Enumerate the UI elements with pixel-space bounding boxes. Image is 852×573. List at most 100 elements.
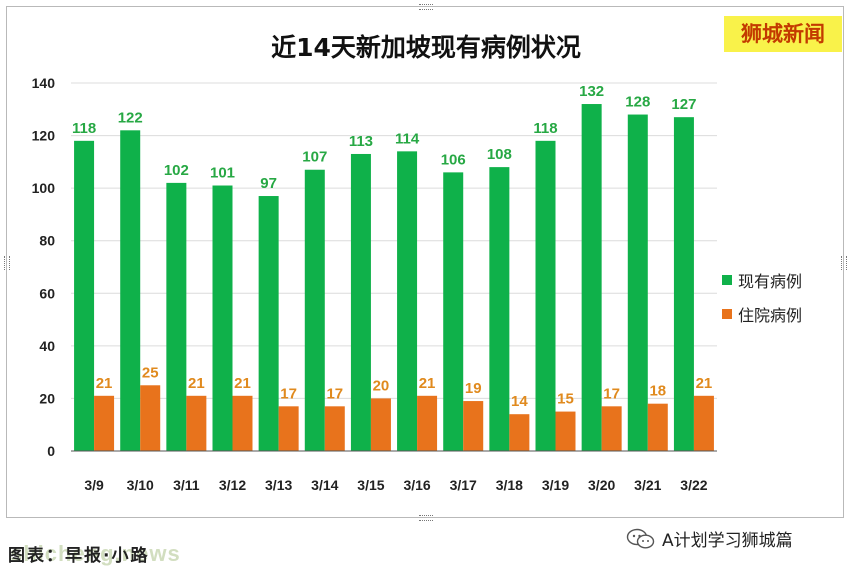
legend-swatch [722,309,732,319]
bar-existing[interactable] [489,167,510,451]
legend-item-hospital[interactable]: 住院病例 [722,297,802,331]
data-label-existing: 107 [302,149,327,166]
bars [74,104,714,452]
data-label-existing: 101 [210,165,235,182]
bar-existing[interactable] [74,140,95,452]
data-label-hospital: 21 [188,375,205,392]
bar-existing[interactable] [120,130,141,452]
data-label-existing: 114 [395,130,420,147]
y-tick-label: 100 [32,180,56,196]
y-tick-label: 80 [39,233,55,249]
resize-handle-bottom[interactable] [419,515,433,521]
account-tag: A计划学习狮城篇 [626,526,793,551]
data-label-existing: 102 [164,162,189,179]
bar-hospital[interactable] [278,406,299,451]
data-label-hospital: 21 [696,375,713,392]
data-label-hospital: 20 [373,377,390,394]
bar-hospital[interactable] [509,414,530,451]
bar-hospital[interactable] [370,398,391,451]
x-tick-label: 3/19 [542,477,569,493]
bar-hospital[interactable] [417,395,438,451]
legend: 现有病例 住院病例 [722,263,802,331]
x-tick-label: 3/17 [450,477,477,493]
bar-existing[interactable] [350,153,371,451]
x-tick-label: 3/9 [84,477,104,493]
bar-existing[interactable] [304,169,325,451]
data-label-existing: 106 [441,151,466,168]
y-axis-ticks: 0 20 40 60 80 100 120 140 [32,75,56,459]
x-tick-label: 3/21 [634,477,661,493]
data-label-hospital: 15 [557,391,574,408]
legend-item-existing[interactable]: 现有病例 [722,263,802,297]
data-label-hospital: 19 [465,380,482,397]
data-label-existing: 127 [671,96,696,113]
x-tick-label: 3/18 [496,477,523,493]
data-label-existing: 122 [118,109,143,126]
bar-hospital[interactable] [324,406,345,451]
bar-existing[interactable] [166,182,187,451]
y-tick-label: 140 [32,75,56,91]
bar-existing[interactable] [258,196,279,451]
data-label-hospital: 17 [326,385,343,402]
data-label-existing: 118 [72,120,96,137]
data-label-existing: 108 [487,146,512,163]
bar-hospital[interactable] [463,401,484,451]
bar-hospital[interactable] [232,395,253,451]
chart-title: 近14天新加坡现有病例状况 [271,33,581,62]
x-tick-label: 3/16 [403,477,430,493]
y-tick-label: 0 [47,443,55,459]
data-label-existing: 132 [579,83,604,100]
y-tick-label: 40 [39,338,55,354]
source-note: 图表：早报·小路 [8,546,150,566]
brand-logo: 狮城新闻 [724,16,842,52]
bar-hospital[interactable] [140,385,161,451]
x-tick-label: 3/15 [357,477,384,493]
data-label-existing: 128 [625,94,650,111]
watermark: shicheng.news [10,541,181,566]
x-tick-label: 3/13 [265,477,292,493]
y-tick-label: 120 [32,128,56,144]
y-tick-label: 60 [39,285,55,301]
legend-label: 现有病例 [738,272,803,291]
bar-existing[interactable] [212,185,233,451]
bar-hospital[interactable] [647,403,668,451]
data-labels: 118 21 122 25 102 21 101 21 97 17 107 17 113 20 114 21 1… [72,83,712,410]
account-label: A计划学习狮城篇 [662,531,793,551]
data-label-hospital: 21 [419,375,436,392]
data-label-existing: 118 [533,120,557,137]
wechat-icon [626,528,655,549]
bar-existing[interactable] [581,104,602,452]
data-label-hospital: 17 [280,385,297,402]
x-tick-label: 3/11 [173,477,200,493]
legend-swatch [722,275,732,285]
bar-hospital[interactable] [601,406,622,451]
resize-handle-right[interactable] [841,256,847,270]
data-label-hospital: 18 [649,383,666,400]
x-axis-ticks: 3/9 3/10 3/11 3/12 3/13 3/14 3/15 3/16 3/17 3/18 3… [84,477,707,493]
bar-existing[interactable] [397,151,418,452]
bar-hospital[interactable] [186,395,207,451]
x-tick-label: 3/22 [680,477,707,493]
data-label-existing: 97 [260,175,277,192]
data-label-existing: 113 [349,133,373,150]
resize-handle-left[interactable] [4,256,10,270]
resize-handle-top[interactable] [419,4,433,10]
data-label-hospital: 14 [511,393,528,410]
data-label-hospital: 17 [603,385,620,402]
legend-label: 住院病例 [738,306,803,325]
bar-existing[interactable] [535,140,556,452]
bar-hospital[interactable] [94,395,115,451]
bar-existing[interactable] [673,117,694,452]
data-label-hospital: 21 [234,375,251,392]
bar-hospital[interactable] [555,411,576,451]
data-label-hospital: 21 [96,375,113,392]
x-tick-label: 3/10 [127,477,154,493]
bar-hospital[interactable] [693,395,714,451]
x-tick-label: 3/14 [311,477,338,493]
bar-existing[interactable] [443,172,464,451]
data-label-hospital: 25 [142,364,159,381]
y-tick-label: 20 [39,390,55,406]
bar-existing[interactable] [627,114,648,452]
x-tick-label: 3/20 [588,477,615,493]
